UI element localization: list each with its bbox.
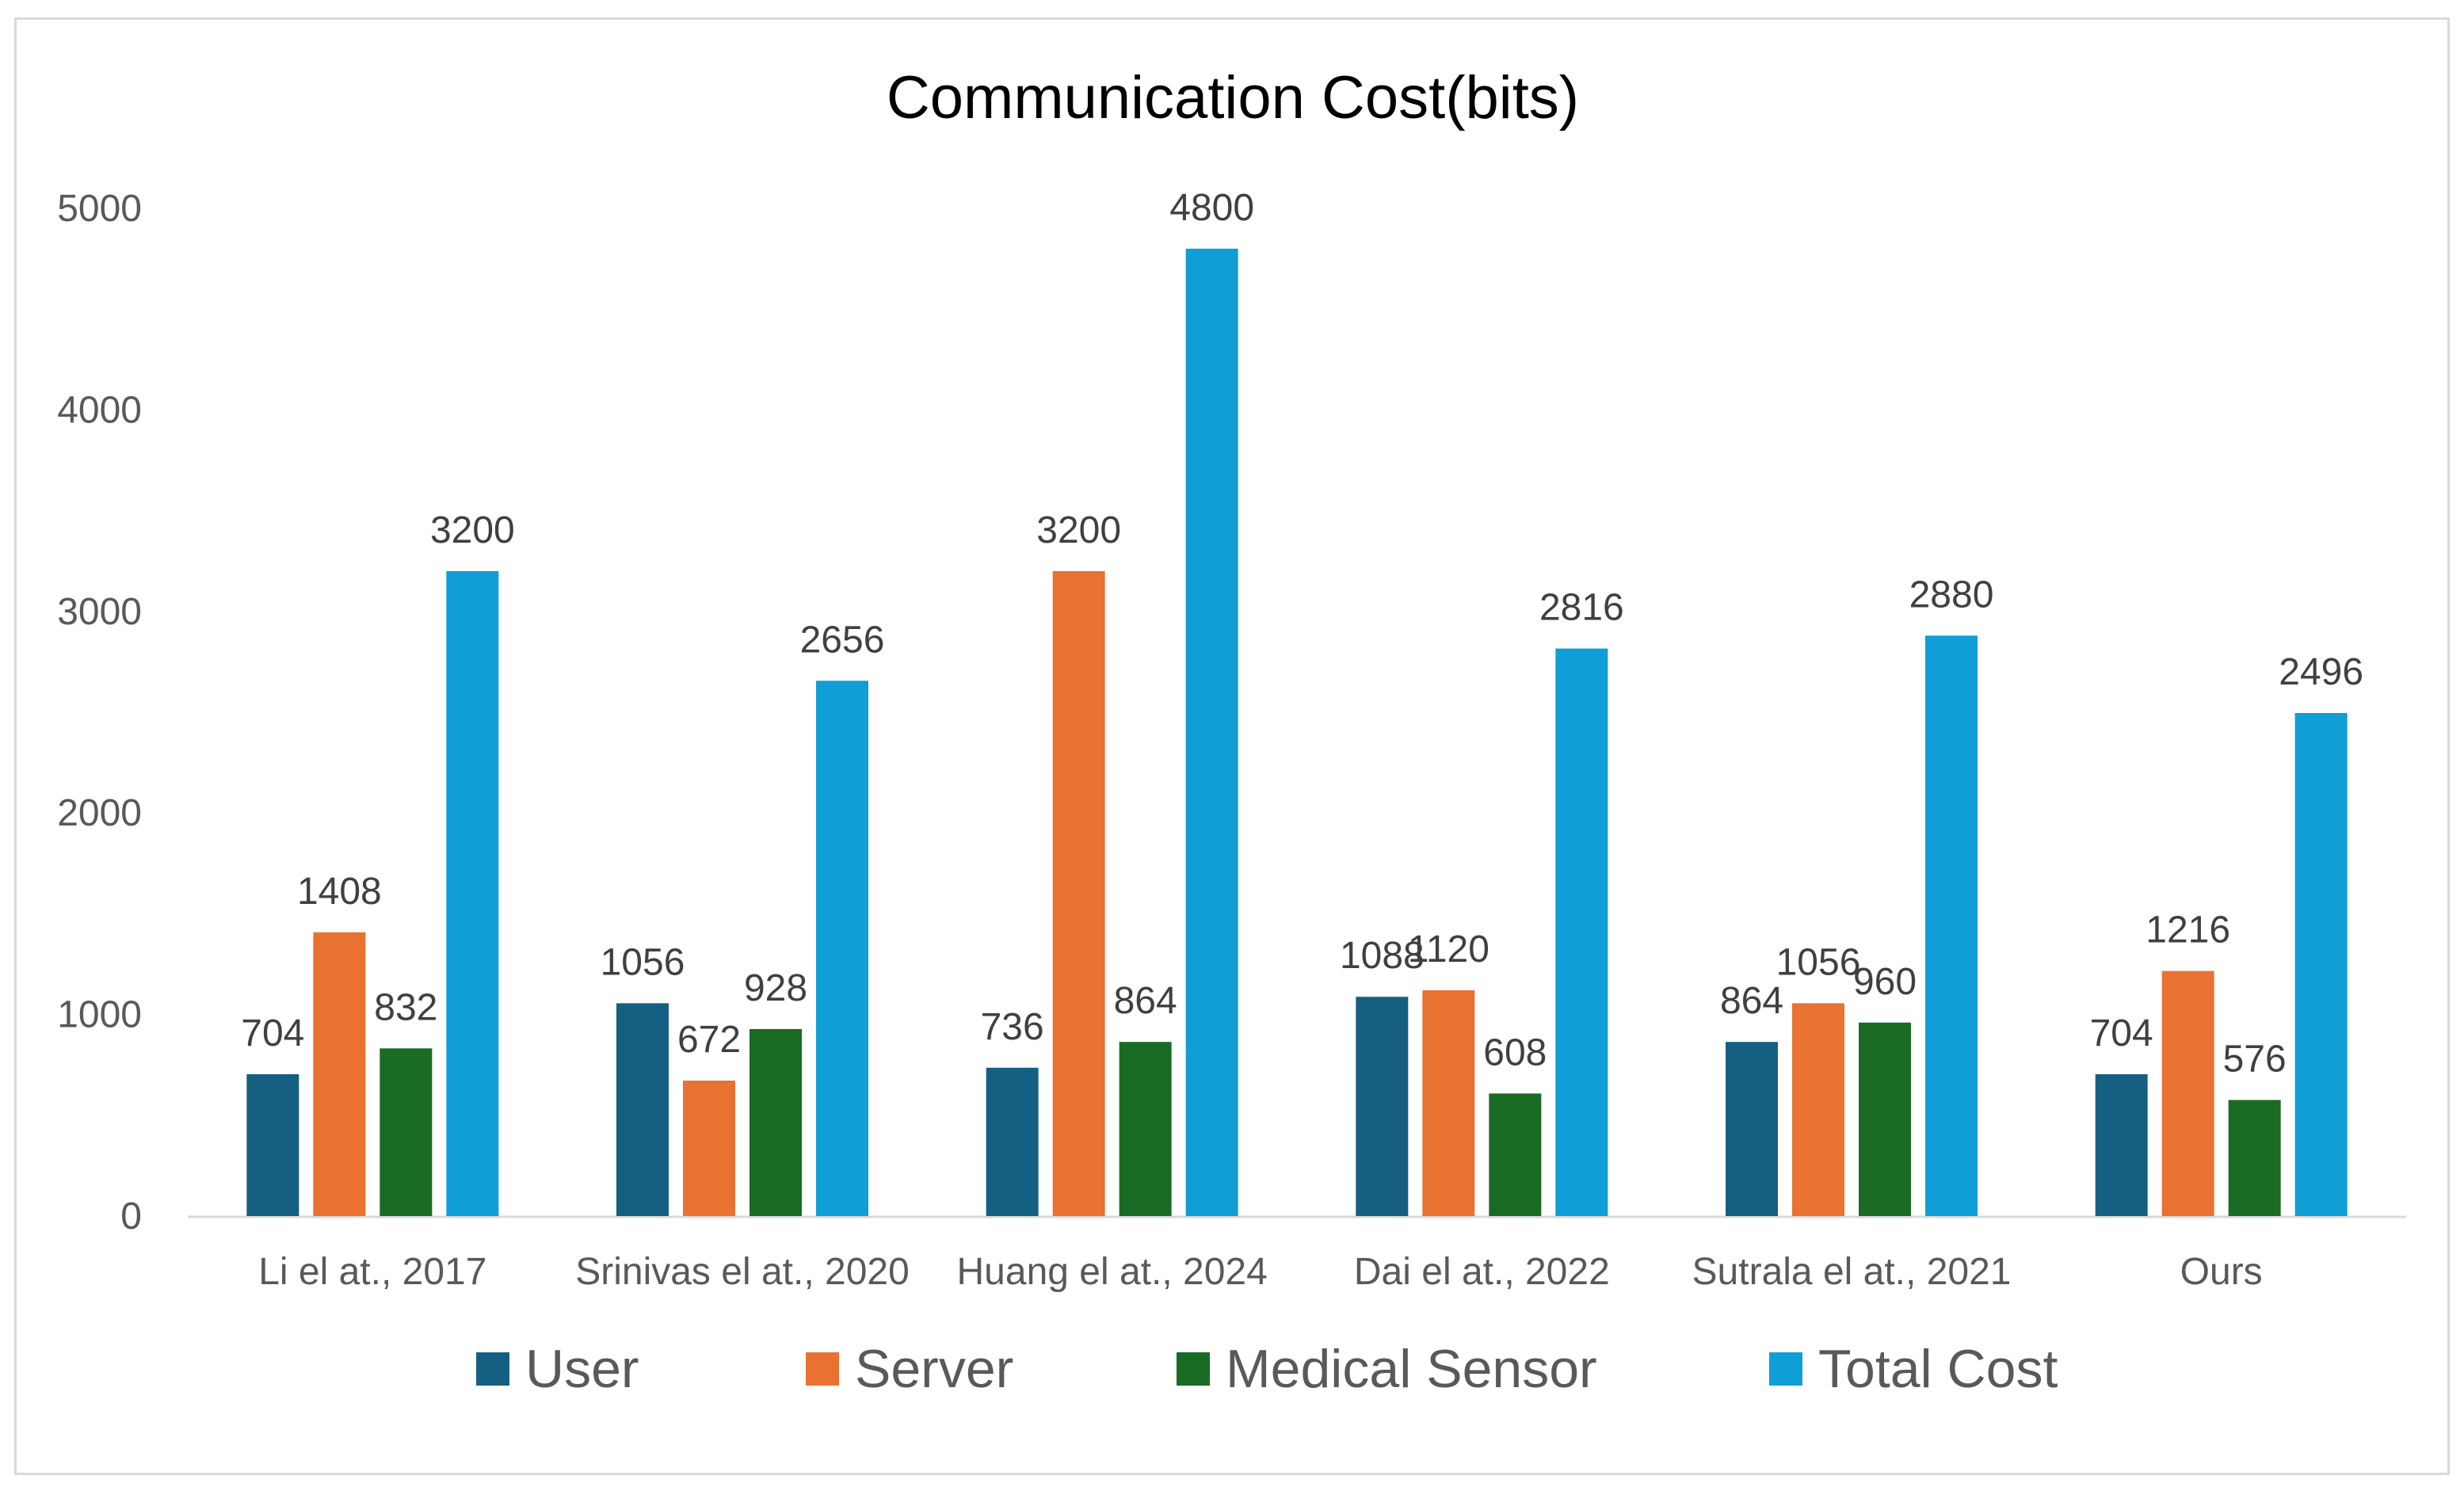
y-tick-label-4000: 4000 [57, 389, 142, 431]
bar-total-cost-huang-el-at-2024 [1185, 248, 1238, 1216]
data-label-server-huang-el-at-2024: 3200 [1036, 509, 1121, 551]
y-tick-label-5000: 5000 [57, 188, 142, 230]
y-tick-label-0: 0 [120, 1195, 142, 1237]
bar-user-huang-el-at-2024 [986, 1067, 1039, 1216]
bar-server-li-el-at-2017 [313, 932, 366, 1216]
data-label-total-cost-li-el-at-2017: 3200 [430, 509, 515, 551]
bar-user-ours [2095, 1073, 2148, 1216]
bar-medical-sensor-sutrala-el-at-2021 [1859, 1022, 1911, 1216]
bar-total-cost-srinivas-el-at-2020 [816, 681, 868, 1216]
bar-medical-sensor-srinivas-el-at-2020 [749, 1028, 802, 1216]
y-tick-label-1000: 1000 [57, 994, 142, 1036]
bar-server-huang-el-at-2024 [1052, 570, 1105, 1216]
legend-swatch-user [476, 1352, 509, 1386]
bar-server-dai-el-at-2022 [1422, 990, 1475, 1216]
data-label-total-cost-huang-el-at-2024: 4800 [1169, 187, 1254, 229]
legend-item-total-cost: Total Cost [1769, 1339, 2058, 1399]
chart-frame: Communication Cost(bits) 0 1000 2000 3000 40… [14, 17, 2450, 1475]
data-label-server-li-el-at-2017: 1408 [297, 871, 382, 913]
x-tick-label-dai-el-at-2022: Dai el at., 2022 [1354, 1251, 1610, 1293]
bar-user-li-el-at-2017 [246, 1073, 299, 1216]
legend-item-server: Server [806, 1339, 1013, 1399]
x-tick-label-ours: Ours [2180, 1251, 2263, 1293]
data-label-server-dai-el-at-2022: 1120 [1408, 928, 1489, 970]
data-label-server-sutrala-el-at-2021: 1056 [1776, 941, 1861, 983]
data-label-user-srinivas-el-at-2020: 1056 [601, 941, 685, 983]
bar-total-cost-li-el-at-2017 [446, 570, 499, 1216]
data-label-medical-sensor-sutrala-el-at-2021: 960 [1853, 961, 1917, 1003]
x-tick-label-huang-el-at-2024: Huang el at., 2024 [957, 1251, 1268, 1293]
data-label-medical-sensor-srinivas-el-at-2020: 928 [744, 967, 807, 1009]
x-tick-label-sutrala-el-at-2021: Sutrala el at., 2021 [1692, 1251, 2012, 1293]
legend-item-medical-sensor: Medical Sensor [1177, 1339, 1597, 1399]
legend-label-server: Server [855, 1339, 1013, 1399]
bar-total-cost-ours [2294, 713, 2348, 1216]
x-tick-label-li-el-at-2017: Li el at., 2017 [258, 1251, 486, 1293]
x-tick-label-srinivas-el-at-2020: Srinivas el at., 2020 [575, 1251, 910, 1293]
y-axis: 0 1000 2000 3000 4000 5000 [57, 188, 142, 1237]
x-axis: Li el at., 2017 Srinivas el at., 2020 Huan… [188, 1215, 2406, 1293]
data-label-server-ours: 1216 [2146, 909, 2230, 951]
bar-chart: Communication Cost(bits) 0 1000 2000 3000 40… [57, 64, 2406, 1399]
legend: User Server Medical Sensor Total Cost [476, 1339, 2058, 1399]
data-label-server-srinivas-el-at-2020: 672 [677, 1019, 741, 1061]
data-label-medical-sensor-huang-el-at-2024: 864 [1114, 980, 1177, 1022]
bar-medical-sensor-dai-el-at-2022 [1489, 1093, 1542, 1216]
data-label-user-li-el-at-2017: 704 [241, 1012, 304, 1054]
data-label-total-cost-sutrala-el-at-2021: 2880 [1909, 574, 1994, 616]
bar-server-sutrala-el-at-2021 [1792, 1003, 1844, 1216]
data-label-total-cost-dai-el-at-2022: 2816 [1539, 587, 1624, 629]
legend-swatch-total-cost [1769, 1352, 1802, 1386]
data-label-user-ours: 704 [2090, 1012, 2153, 1054]
y-tick-label-2000: 2000 [57, 792, 142, 834]
data-label-medical-sensor-dai-el-at-2022: 608 [1483, 1031, 1547, 1073]
legend-item-user: User [476, 1339, 639, 1399]
data-label-user-huang-el-at-2024: 736 [981, 1006, 1044, 1048]
data-label-user-dai-el-at-2022: 1088 [1340, 935, 1425, 977]
legend-label-medical-sensor: Medical Sensor [1226, 1339, 1597, 1399]
bar-server-ours [2161, 970, 2214, 1216]
bar-medical-sensor-huang-el-at-2024 [1119, 1042, 1172, 1216]
data-label-total-cost-ours: 2496 [2279, 651, 2363, 693]
data-label-medical-sensor-li-el-at-2017: 832 [374, 986, 437, 1028]
legend-label-total-cost: Total Cost [1818, 1339, 2058, 1399]
bar-user-dai-el-at-2022 [1356, 997, 1409, 1216]
legend-swatch-server [806, 1352, 839, 1386]
bar-total-cost-sutrala-el-at-2021 [1925, 635, 1978, 1216]
data-label-medical-sensor-ours: 576 [2223, 1038, 2287, 1080]
bar-medical-sensor-li-el-at-2017 [380, 1048, 433, 1216]
data-label-total-cost-srinivas-el-at-2020: 2656 [800, 619, 885, 661]
chart-title: Communication Cost(bits) [887, 64, 1579, 132]
bar-server-srinivas-el-at-2020 [683, 1081, 735, 1216]
y-tick-label-3000: 3000 [57, 591, 142, 633]
bar-medical-sensor-ours [2228, 1100, 2281, 1216]
data-label-user-sutrala-el-at-2021: 864 [1720, 980, 1783, 1022]
bar-total-cost-dai-el-at-2022 [1555, 648, 1608, 1216]
bar-user-sutrala-el-at-2021 [1726, 1042, 1778, 1216]
legend-label-user: User [525, 1339, 639, 1399]
bars [246, 248, 2348, 1216]
bar-user-srinivas-el-at-2020 [616, 1003, 669, 1216]
legend-swatch-medical-sensor [1177, 1352, 1210, 1386]
